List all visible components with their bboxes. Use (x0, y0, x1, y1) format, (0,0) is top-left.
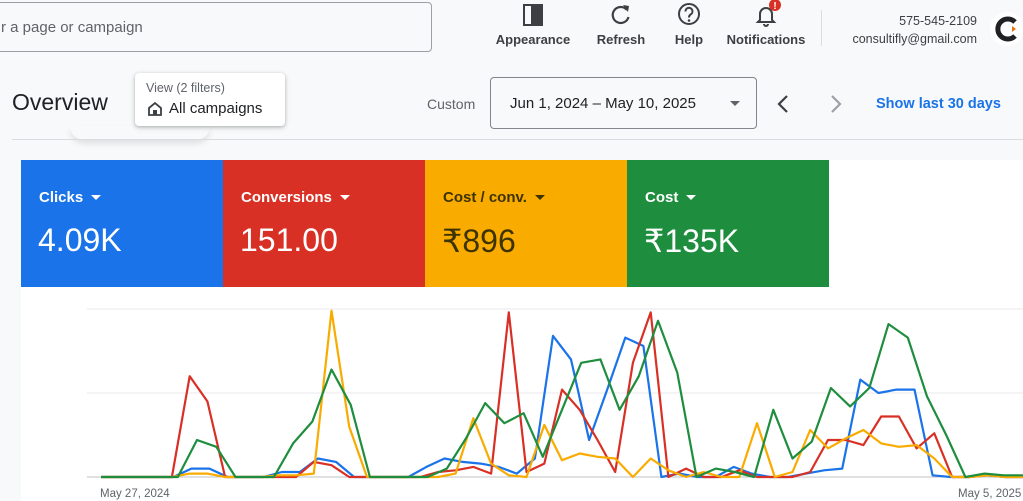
date-mode-label: Custom (427, 96, 476, 112)
campaign-filter[interactable]: View (2 filters) All campaigns (135, 73, 285, 126)
appearance-icon (523, 4, 543, 26)
refresh-label: Refresh (596, 32, 646, 47)
header-divider (12, 139, 1023, 140)
account-info[interactable]: 575-545-2109 consultifly@gmail.com (852, 12, 977, 48)
account-phone: 575-545-2109 (899, 14, 977, 28)
notifications-label: Notifications (726, 32, 806, 47)
x-axis-start-label: May 27, 2024 (100, 488, 170, 500)
account-email: consultifly@gmail.com (852, 32, 977, 46)
dropdown-arrow-icon (91, 195, 102, 200)
dropdown-arrow-icon (534, 195, 545, 200)
show-last-30-days-link[interactable]: Show last 30 days (876, 96, 1001, 112)
search-input[interactable] (0, 3, 431, 51)
kpi-label: Clicks (39, 189, 102, 206)
kpi-label: Conversions (241, 189, 350, 206)
filter-label: All campaigns (169, 100, 263, 117)
refresh-icon (611, 5, 630, 25)
store-icon (148, 101, 162, 116)
series-line-3 (101, 319, 1023, 479)
notifications-button[interactable]: ! Notifications (724, 0, 808, 52)
chevron-left-icon[interactable] (773, 92, 793, 116)
help-icon (678, 3, 700, 25)
date-range-value: Jun 1, 2024 – May 10, 2025 (510, 95, 696, 112)
x-axis-end-label: May 5, 2025 (958, 488, 1022, 500)
chevron-right-icon[interactable] (826, 92, 846, 116)
date-range-select[interactable]: Jun 1, 2024 – May 10, 2025 (490, 77, 757, 129)
appearance-button[interactable]: Appearance (494, 0, 572, 52)
help-label: Help (674, 32, 704, 47)
search-box[interactable] (0, 2, 432, 52)
kpi-value: 151.00 (240, 222, 338, 258)
help-button[interactable]: Help (670, 0, 708, 52)
kpi-card-cost[interactable]: Cost ₹135K (627, 160, 829, 287)
kpi-value: ₹135K (644, 223, 740, 259)
toolbar-divider (821, 10, 822, 46)
top-bar: Appearance Refresh Help ! Notifications … (0, 0, 1023, 66)
account-logo-icon (990, 12, 1023, 46)
filter-sub-label: View (2 filters) (146, 81, 225, 95)
filter-shadow (70, 126, 210, 140)
avatar[interactable] (990, 12, 1023, 46)
kpi-card-cost-per-conv[interactable]: Cost / conv. ₹896 (425, 160, 627, 287)
dropdown-arrow-icon (686, 195, 697, 200)
kpi-label: Cost (645, 189, 697, 206)
chevron-down-icon (730, 101, 740, 106)
bell-icon: ! (755, 0, 781, 27)
dropdown-arrow-icon (339, 195, 350, 200)
performance-chart (87, 308, 1023, 479)
notification-badge: ! (773, 1, 776, 12)
filter-main: All campaigns (147, 100, 262, 117)
kpi-value: ₹896 (442, 223, 516, 259)
appearance-label: Appearance (495, 32, 571, 47)
kpi-card-conversions[interactable]: Conversions 151.00 (223, 160, 425, 287)
refresh-button[interactable]: Refresh (592, 0, 650, 52)
kpi-value: 4.09K (38, 222, 122, 258)
series-line-0 (101, 334, 1023, 479)
page-title: Overview (12, 89, 108, 115)
kpi-card-clicks[interactable]: Clicks 4.09K (21, 160, 223, 287)
kpi-label: Cost / conv. (443, 189, 545, 206)
